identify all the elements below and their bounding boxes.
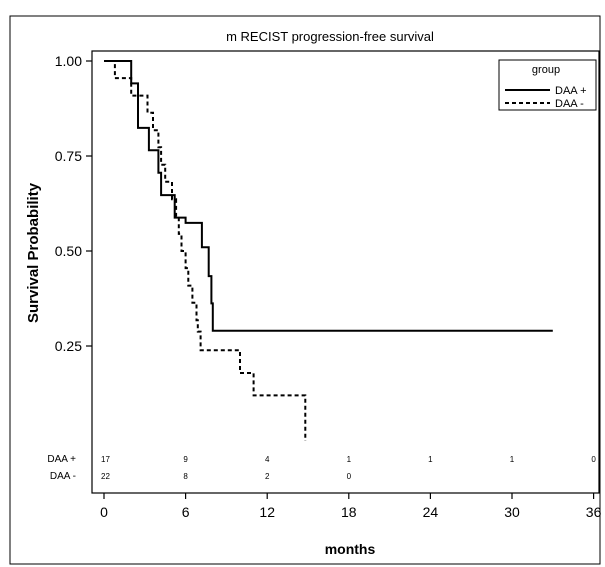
y-tick-label: 0.25 [55, 338, 82, 354]
series-line-daa-plus [104, 60, 553, 332]
legend-title: group [532, 64, 560, 76]
legend-label-daa-plus: DAA + [555, 85, 587, 97]
at-risk-count: 2 [265, 472, 270, 481]
at-risk-count: 0 [591, 455, 596, 464]
at-risk-count: 17 [101, 455, 110, 464]
x-tick-label: 6 [182, 504, 190, 520]
y-tick-label: 1.00 [55, 53, 82, 69]
at-risk-count: 8 [183, 472, 188, 481]
legend: group DAA + DAA - [498, 59, 597, 111]
at-risk-count: 1 [347, 455, 352, 464]
y-axis: 0.25 0.50 0.75 1.00 [55, 53, 92, 354]
at-risk-row-label: DAA + [47, 454, 76, 465]
at-risk-table: DAA + 17 9 4 1 1 1 0 DAA - 22 8 2 0 [47, 454, 596, 482]
at-risk-count: 1 [428, 455, 433, 464]
x-axis: 06121824303642 [100, 493, 602, 520]
x-tick-label: 12 [259, 504, 275, 520]
figure-frame [9, 15, 601, 565]
legend-label-daa-minus: DAA - [555, 98, 584, 110]
y-tick-label: 0.50 [55, 243, 82, 259]
x-tick-label: 0 [100, 504, 108, 520]
at-risk-count: 4 [265, 455, 270, 464]
chart-title: m RECIST progression-free survival [226, 29, 434, 44]
y-axis-label: Survival Probability [25, 182, 42, 323]
x-tick-label: 24 [423, 504, 439, 520]
at-risk-row-label: DAA - [50, 471, 76, 482]
plot-frame [91, 50, 600, 494]
at-risk-count: 9 [183, 455, 188, 464]
series-layer [104, 60, 553, 441]
x-tick-label: 30 [504, 504, 520, 520]
x-tick-label: 18 [341, 504, 357, 520]
y-tick-label: 0.75 [55, 148, 82, 164]
x-tick-label: 36 [586, 504, 602, 520]
at-risk-count: 22 [101, 472, 110, 481]
legend-box [498, 59, 597, 111]
series-line-daa-minus [104, 60, 307, 441]
x-axis-label: months [325, 541, 376, 557]
at-risk-count: 1 [510, 455, 515, 464]
at-risk-count: 0 [347, 472, 352, 481]
